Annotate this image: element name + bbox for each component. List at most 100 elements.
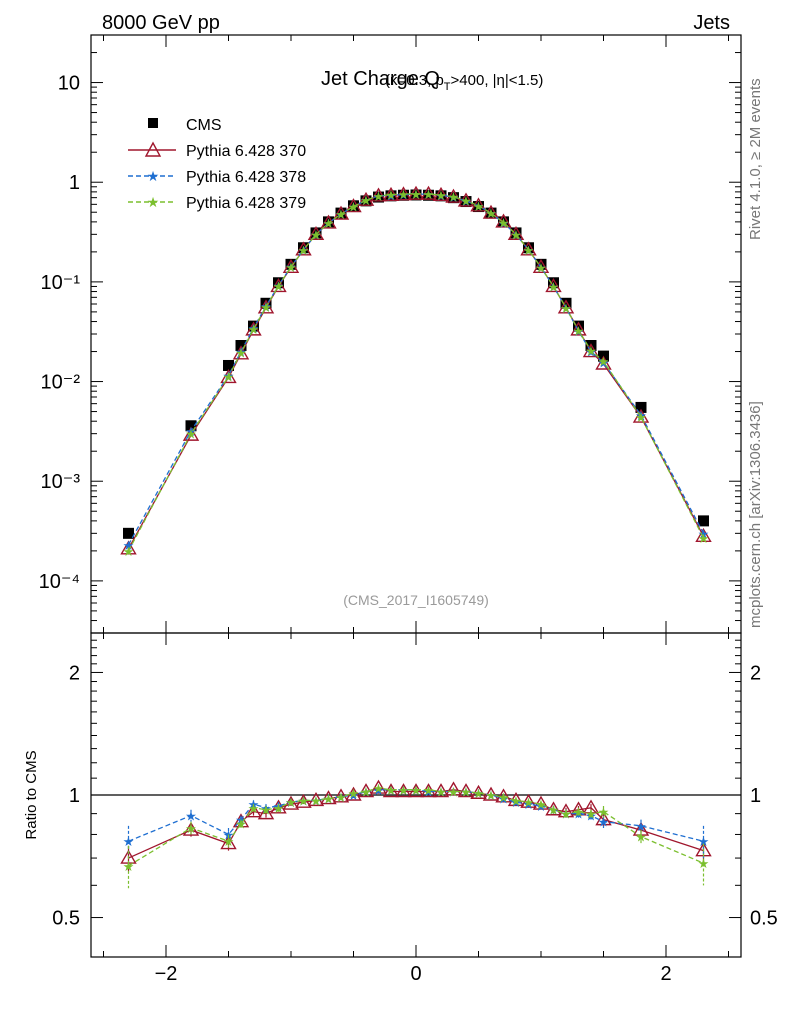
chart-title: Jet Charge Q <box>321 68 440 90</box>
data-point-pythia-6-428-379: ★ <box>698 531 710 546</box>
data-point-pythia-6-428-370 <box>445 781 462 796</box>
data-point-pythia-6-428-379: ★ <box>248 801 260 816</box>
data-point-pythia-6-428-379: ★ <box>235 817 247 832</box>
data-point-pythia-6-428-378: ★ <box>460 194 472 209</box>
legend-label-pythia-370: Pythia 6.428 370 <box>186 143 306 160</box>
x-tick-label: −2 <box>155 963 178 985</box>
data-point-pythia-6-428-379: ★ <box>398 187 410 202</box>
energy-label: 8000 GeV pp <box>102 12 220 34</box>
data-point-pythia-6-428-379: ★ <box>585 807 597 822</box>
ratio-y-tick-labels: 2 2 1 1 0.5 0.5 <box>52 662 778 929</box>
data-point-cms <box>423 189 434 201</box>
data-point-pythia-6-428-378: ★ <box>385 188 397 203</box>
data-point-pythia-6-428-378: ★ <box>698 526 710 541</box>
data-point-pythia-6-428-370 <box>232 345 250 360</box>
data-point-pythia-6-428-378: ★ <box>635 408 647 423</box>
data-point-pythia-6-428-379: ★ <box>348 786 360 801</box>
data-point-pythia-6-428-379: ★ <box>510 793 522 808</box>
data-point-pythia-6-428-370 <box>495 213 512 228</box>
data-point-pythia-6-428-379: ★ <box>460 784 472 799</box>
x-tick-label: 2 <box>660 963 671 985</box>
legend-entry-pythia-370: Pythia 6.428 370 <box>128 141 306 160</box>
data-point-pythia-6-428-379: ★ <box>373 189 385 204</box>
data-point-pythia-6-428-370 <box>570 321 587 336</box>
data-point-pythia-6-428-370 <box>407 185 425 200</box>
data-point-pythia-6-428-379: ★ <box>385 783 397 798</box>
data-point-pythia-6-428-379: ★ <box>360 784 372 799</box>
data-point-pythia-6-428-378: ★ <box>598 356 610 371</box>
legend-label-cms: CMS <box>186 117 222 134</box>
data-point-pythia-6-428-378: ★ <box>348 788 360 803</box>
data-point-pythia-6-428-378: ★ <box>498 216 510 231</box>
data-point-cms <box>510 227 522 239</box>
data-point-cms <box>560 297 572 309</box>
ratio-y-tick-label-left: 0.5 <box>52 908 80 930</box>
data-point-pythia-6-428-379: ★ <box>585 343 597 358</box>
data-point-pythia-6-428-378: ★ <box>535 799 547 814</box>
main-y-tick-labels: 10 1 10⁻¹ 10⁻² 10⁻³ 10⁻⁴ <box>39 73 81 593</box>
data-point-pythia-6-428-379: ★ <box>410 783 422 798</box>
ratio-y-tick-label-left: 2 <box>69 662 80 684</box>
data-point-cms <box>323 216 334 228</box>
data-point-pythia-6-428-378: ★ <box>248 321 260 336</box>
mcplots-reference-label: mcplots.cern.ch [arXiv:1306.3436] <box>747 401 764 628</box>
data-point-pythia-6-428-379: ★ <box>535 260 547 275</box>
data-point-pythia-6-428-379: ★ <box>523 795 535 810</box>
data-point-cms <box>248 320 259 332</box>
data-point-pythia-6-428-378: ★ <box>698 834 710 849</box>
data-point-pythia-6-428-370 <box>632 408 650 423</box>
data-point-pythia-6-428-370 <box>432 186 450 201</box>
data-point-pythia-6-428-370 <box>307 225 325 241</box>
ratio-y-axis-label: Ratio to CMS <box>23 750 40 839</box>
data-point-pythia-6-428-370 <box>595 355 612 370</box>
data-point-pythia-6-428-378: ★ <box>285 260 297 275</box>
data-point-cms <box>635 401 647 413</box>
data-point-pythia-6-428-379: ★ <box>635 830 647 845</box>
data-point-cms <box>373 191 384 203</box>
ratio-y-tick-label-left: 1 <box>69 785 80 807</box>
data-point-pythia-6-428-379: ★ <box>335 790 347 805</box>
data-point-pythia-6-428-379: ★ <box>535 797 547 812</box>
data-point-pythia-6-428-379: ★ <box>598 805 610 820</box>
data-point-pythia-6-428-370 <box>532 258 550 274</box>
x-tick-labels: −2 0 2 <box>155 963 672 985</box>
data-point-pythia-6-428-370 <box>482 204 500 219</box>
data-point-cms <box>335 207 347 219</box>
data-point-pythia-6-428-370 <box>245 321 262 336</box>
data-point-pythia-6-428-378: ★ <box>523 797 535 812</box>
data-point-pythia-6-428-379: ★ <box>260 300 272 315</box>
data-point-cms <box>223 359 234 371</box>
data-point-pythia-6-428-379: ★ <box>360 193 372 208</box>
data-point-pythia-6-428-370 <box>695 527 712 543</box>
series-pythia-6-428-378: ★★★★★★★★★★★★★★★★★★★★★★★★★★★★★★★★★★★ <box>123 187 710 553</box>
data-point-pythia-6-428-378: ★ <box>185 809 197 824</box>
legend-entry-pythia-378: ★ Pythia 6.428 378 <box>128 168 306 186</box>
legend: CMS Pythia 6.428 370 ★ Pythia 6.428 378 … <box>128 117 306 212</box>
data-point-cms <box>285 258 297 270</box>
data-point-pythia-6-428-379: ★ <box>473 786 485 801</box>
series-line-pythia-6-428-370 <box>127 193 705 550</box>
analysis-watermark: (CMS_2017_I1605749) <box>343 592 489 608</box>
data-point-pythia-6-428-379: ★ <box>473 199 485 214</box>
data-point-pythia-6-428-379: ★ <box>485 206 497 221</box>
data-point-pythia-6-428-370 <box>220 835 237 850</box>
series-line-pythia-6-428-379 <box>127 193 705 552</box>
data-point-pythia-6-428-370 <box>395 783 412 798</box>
legend-label-pythia-379: Pythia 6.428 379 <box>186 195 306 212</box>
data-point-pythia-6-428-379: ★ <box>573 805 585 820</box>
rivet-version-label: Rivet 4.1.0, ≥ 2M events <box>747 78 764 240</box>
legend-marker-pythia-379: ★ <box>147 194 160 210</box>
legend-marker-pythia-370 <box>144 141 162 157</box>
data-point-pythia-6-428-378: ★ <box>448 190 460 205</box>
data-point-pythia-6-428-379: ★ <box>410 187 422 202</box>
main-panel: 10 1 10⁻¹ 10⁻² 10⁻³ 10⁻⁴ Jet Charge Q (κ=0.3,… <box>39 34 742 634</box>
data-point-pythia-6-428-379: ★ <box>423 187 435 202</box>
series-line-pythia-6-428-379 <box>128 787 704 867</box>
data-point-pythia-6-428-379: ★ <box>398 783 410 798</box>
data-point-pythia-6-428-379: ★ <box>485 788 497 803</box>
data-point-pythia-6-428-379: ★ <box>260 803 272 818</box>
main-y-tick-label: 10⁻³ <box>41 471 81 493</box>
legend-entry-cms: CMS <box>148 117 222 134</box>
data-point-pythia-6-428-370 <box>557 299 575 314</box>
data-point-pythia-6-428-379: ★ <box>560 301 572 316</box>
